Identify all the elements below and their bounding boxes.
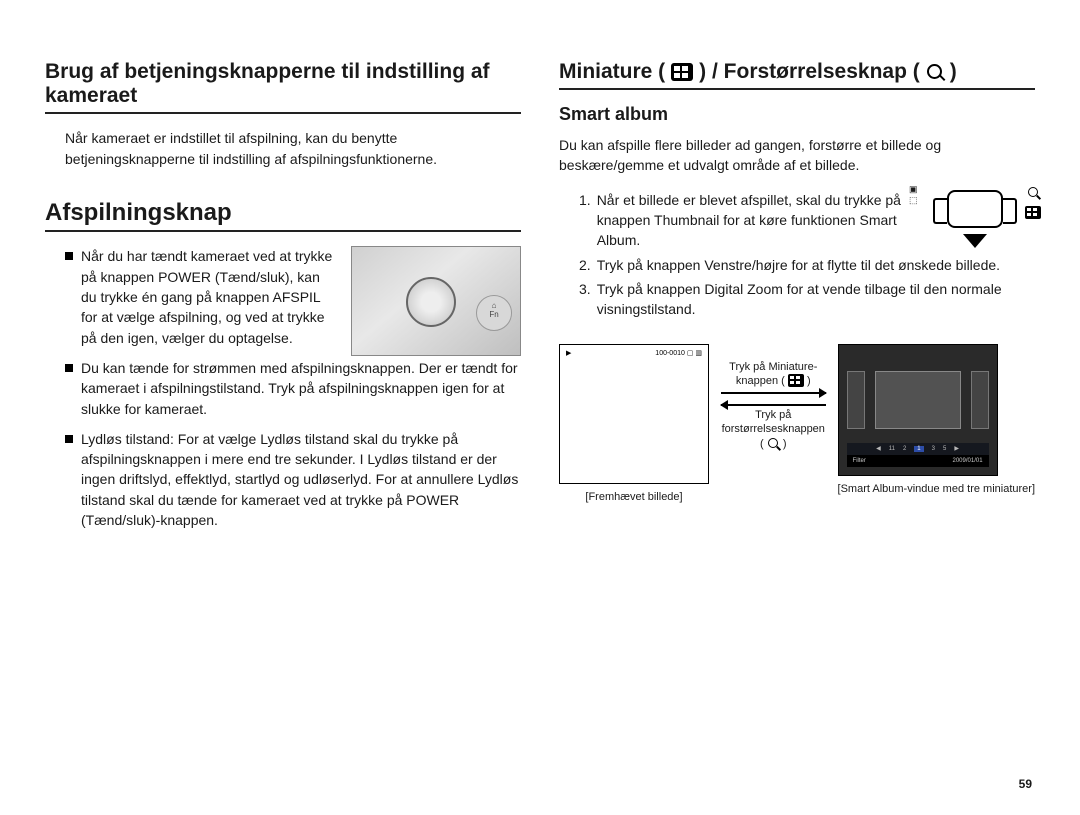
smart-album-preview: ◀ 11 2 1 3 5 ▶ Filter 2009/01/01	[838, 344, 998, 476]
page-number: 59	[1019, 777, 1032, 791]
list-item: 2.Tryk på knappen Venstre/højre for at f…	[579, 255, 1035, 275]
list-item: Lydløs tilstand: For at vælge Lydløs til…	[65, 429, 521, 530]
magnify-icon	[1027, 186, 1040, 199]
heading-miniature: Miniature ( ) / Forstørrelsesknap ( )	[559, 60, 1035, 90]
figure-caption: [Smart Album-vindue med tre miniaturer]	[838, 482, 1035, 496]
magnify-icon	[767, 437, 780, 450]
bullet-icon	[65, 252, 73, 260]
down-arrow-icon	[963, 234, 987, 248]
arrow-right-icon	[721, 392, 826, 394]
heading-playback: Afspilningsknap	[45, 199, 521, 233]
intro-left: Når kameraet er indstillet til afspilnin…	[45, 128, 521, 169]
zoom-control-graphic: ▣ ⬚	[915, 190, 1035, 248]
list-item: Du kan tænde for strømmen med afspilning…	[65, 358, 521, 419]
magnify-icon	[926, 63, 944, 81]
right-column: Miniature ( ) / Forstørrelsesknap ( ) Sm…	[559, 60, 1035, 540]
thumbnail-icon	[788, 374, 804, 387]
arrow-labels: Tryk på Miniature-knappen ( ) Tryk på fo…	[721, 344, 826, 451]
intro-right: Du kan afspille flere billeder ad gangen…	[559, 135, 1035, 176]
figure-right: ◀ 11 2 1 3 5 ▶ Filter 2009/01/01 [Smart …	[838, 344, 1035, 496]
list-item: Når du har tændt kameraet ved at trykke …	[65, 246, 339, 347]
highlighted-image-preview: ▶ 100-0010 ▢ ▥	[559, 344, 709, 484]
thumbnail-icon	[671, 63, 693, 81]
arrow-left-icon	[721, 404, 826, 406]
left-column: Brug af betjeningsknapperne til indstill…	[45, 60, 521, 540]
bullet-icon	[65, 435, 73, 443]
subheading-smart-album: Smart album	[559, 104, 1035, 125]
list-item: 3.Tryk på knappen Digital Zoom for at ve…	[579, 279, 1035, 320]
figure-left: ▶ 100-0010 ▢ ▥ [Fremhævet billede]	[559, 344, 709, 504]
camera-photo: ⌂Fn	[351, 246, 521, 356]
bullet-icon	[65, 364, 73, 372]
figure-row: ▶ 100-0010 ▢ ▥ [Fremhævet billede] Tryk …	[559, 344, 1035, 504]
fn-button-graphic: ⌂Fn	[476, 295, 512, 331]
thumbnail-icon	[1025, 206, 1041, 219]
list-item: 1.Når et billede er blevet afspillet, sk…	[579, 190, 905, 251]
thumbnail-strip: ◀ 11 2 1 3 5 ▶	[847, 443, 989, 455]
figure-caption: [Fremhævet billede]	[559, 490, 709, 504]
heading-controls: Brug af betjeningsknapperne til indstill…	[45, 60, 521, 114]
play-icon	[430, 293, 442, 309]
